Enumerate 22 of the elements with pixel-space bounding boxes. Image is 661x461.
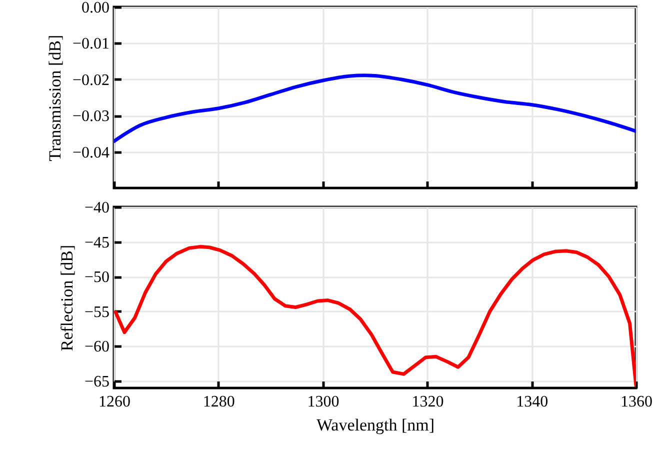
y-tick-label: 0.00 [82,0,110,16]
y-tick-label: −0.01 [72,36,110,53]
y-tick-label: −0.04 [72,144,110,162]
y-tick-label: −50 [84,269,110,286]
y-tick-label: −55 [84,304,110,321]
x-axis-title: Wavelength [nm] [316,416,435,434]
y-tick-label: −65 [84,374,110,391]
y-tick-label: −0.02 [72,72,110,89]
x-tick-label: 1280 [202,394,235,410]
y-axis-title: Transmission [dB] [45,34,64,162]
x-tick-label: 1320 [412,394,444,410]
y-tick-label: −40 [84,200,110,216]
y-axis-title: Reflection [dB] [57,244,76,352]
y-tick-label: −60 [84,338,110,356]
x-tick-label: 1340 [516,394,548,410]
y-tick-label: −45 [84,234,110,252]
x-tick-label: 1360 [620,394,652,410]
y-tick-label: −0.03 [72,108,110,126]
x-tick-label: 1260 [98,394,130,410]
line-series [114,244,636,387]
x-tick-label: 1300 [307,394,340,410]
line-series [114,74,636,144]
